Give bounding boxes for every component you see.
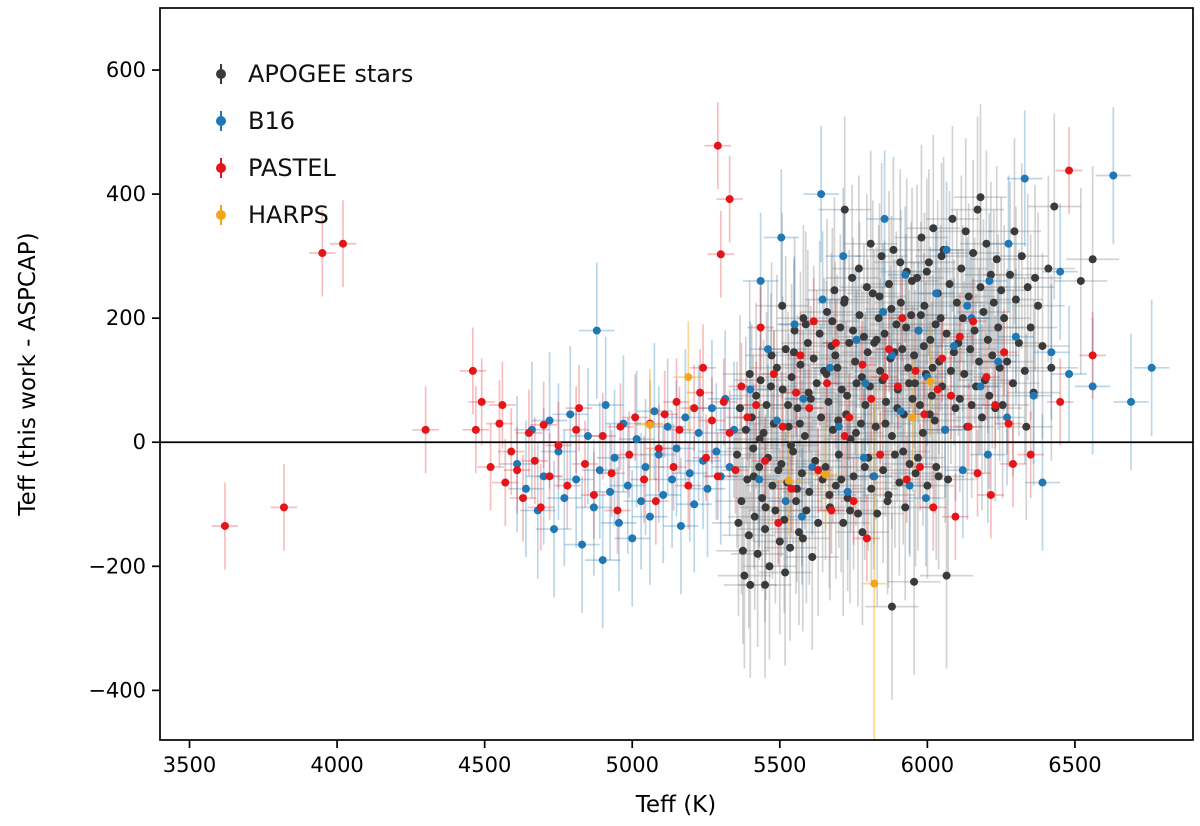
svg-text:6000: 6000 xyxy=(901,753,954,777)
legend-item-b16: B16 xyxy=(208,97,413,144)
legend-item-label: PASTEL xyxy=(248,153,336,182)
legend-item-label: HARPS xyxy=(248,200,329,229)
svg-text:−400: −400 xyxy=(88,678,146,702)
legend-item-label: APOGEE stars xyxy=(248,59,414,88)
x-axis-label: Teff (K) xyxy=(635,792,717,818)
svg-text:4000: 4000 xyxy=(310,753,363,777)
svg-text:3500: 3500 xyxy=(163,753,216,777)
b16-marker-icon xyxy=(208,108,234,134)
svg-text:200: 200 xyxy=(106,306,146,330)
svg-text:600: 600 xyxy=(106,58,146,82)
pastel-marker-icon xyxy=(208,155,234,181)
svg-text:0: 0 xyxy=(133,430,146,454)
svg-text:400: 400 xyxy=(106,182,146,206)
harps-marker-icon xyxy=(208,202,234,228)
legend-item-pastel: PASTEL xyxy=(208,144,413,191)
svg-text:5500: 5500 xyxy=(753,753,806,777)
legend-item-apogee-stars: APOGEE stars xyxy=(208,50,413,97)
svg-text:−200: −200 xyxy=(88,554,146,578)
legend-item-label: B16 xyxy=(248,106,296,135)
svg-text:5000: 5000 xyxy=(606,753,659,777)
legend-item-harps: HARPS xyxy=(208,191,413,238)
apogee-marker-icon xyxy=(208,61,234,87)
y-axis-label: Teff (this work - ASPCAP) xyxy=(15,232,41,516)
svg-text:4500: 4500 xyxy=(458,753,511,777)
svg-text:6500: 6500 xyxy=(1048,753,1101,777)
legend: APOGEE stars B16 PASTEL HARPS xyxy=(208,50,413,238)
